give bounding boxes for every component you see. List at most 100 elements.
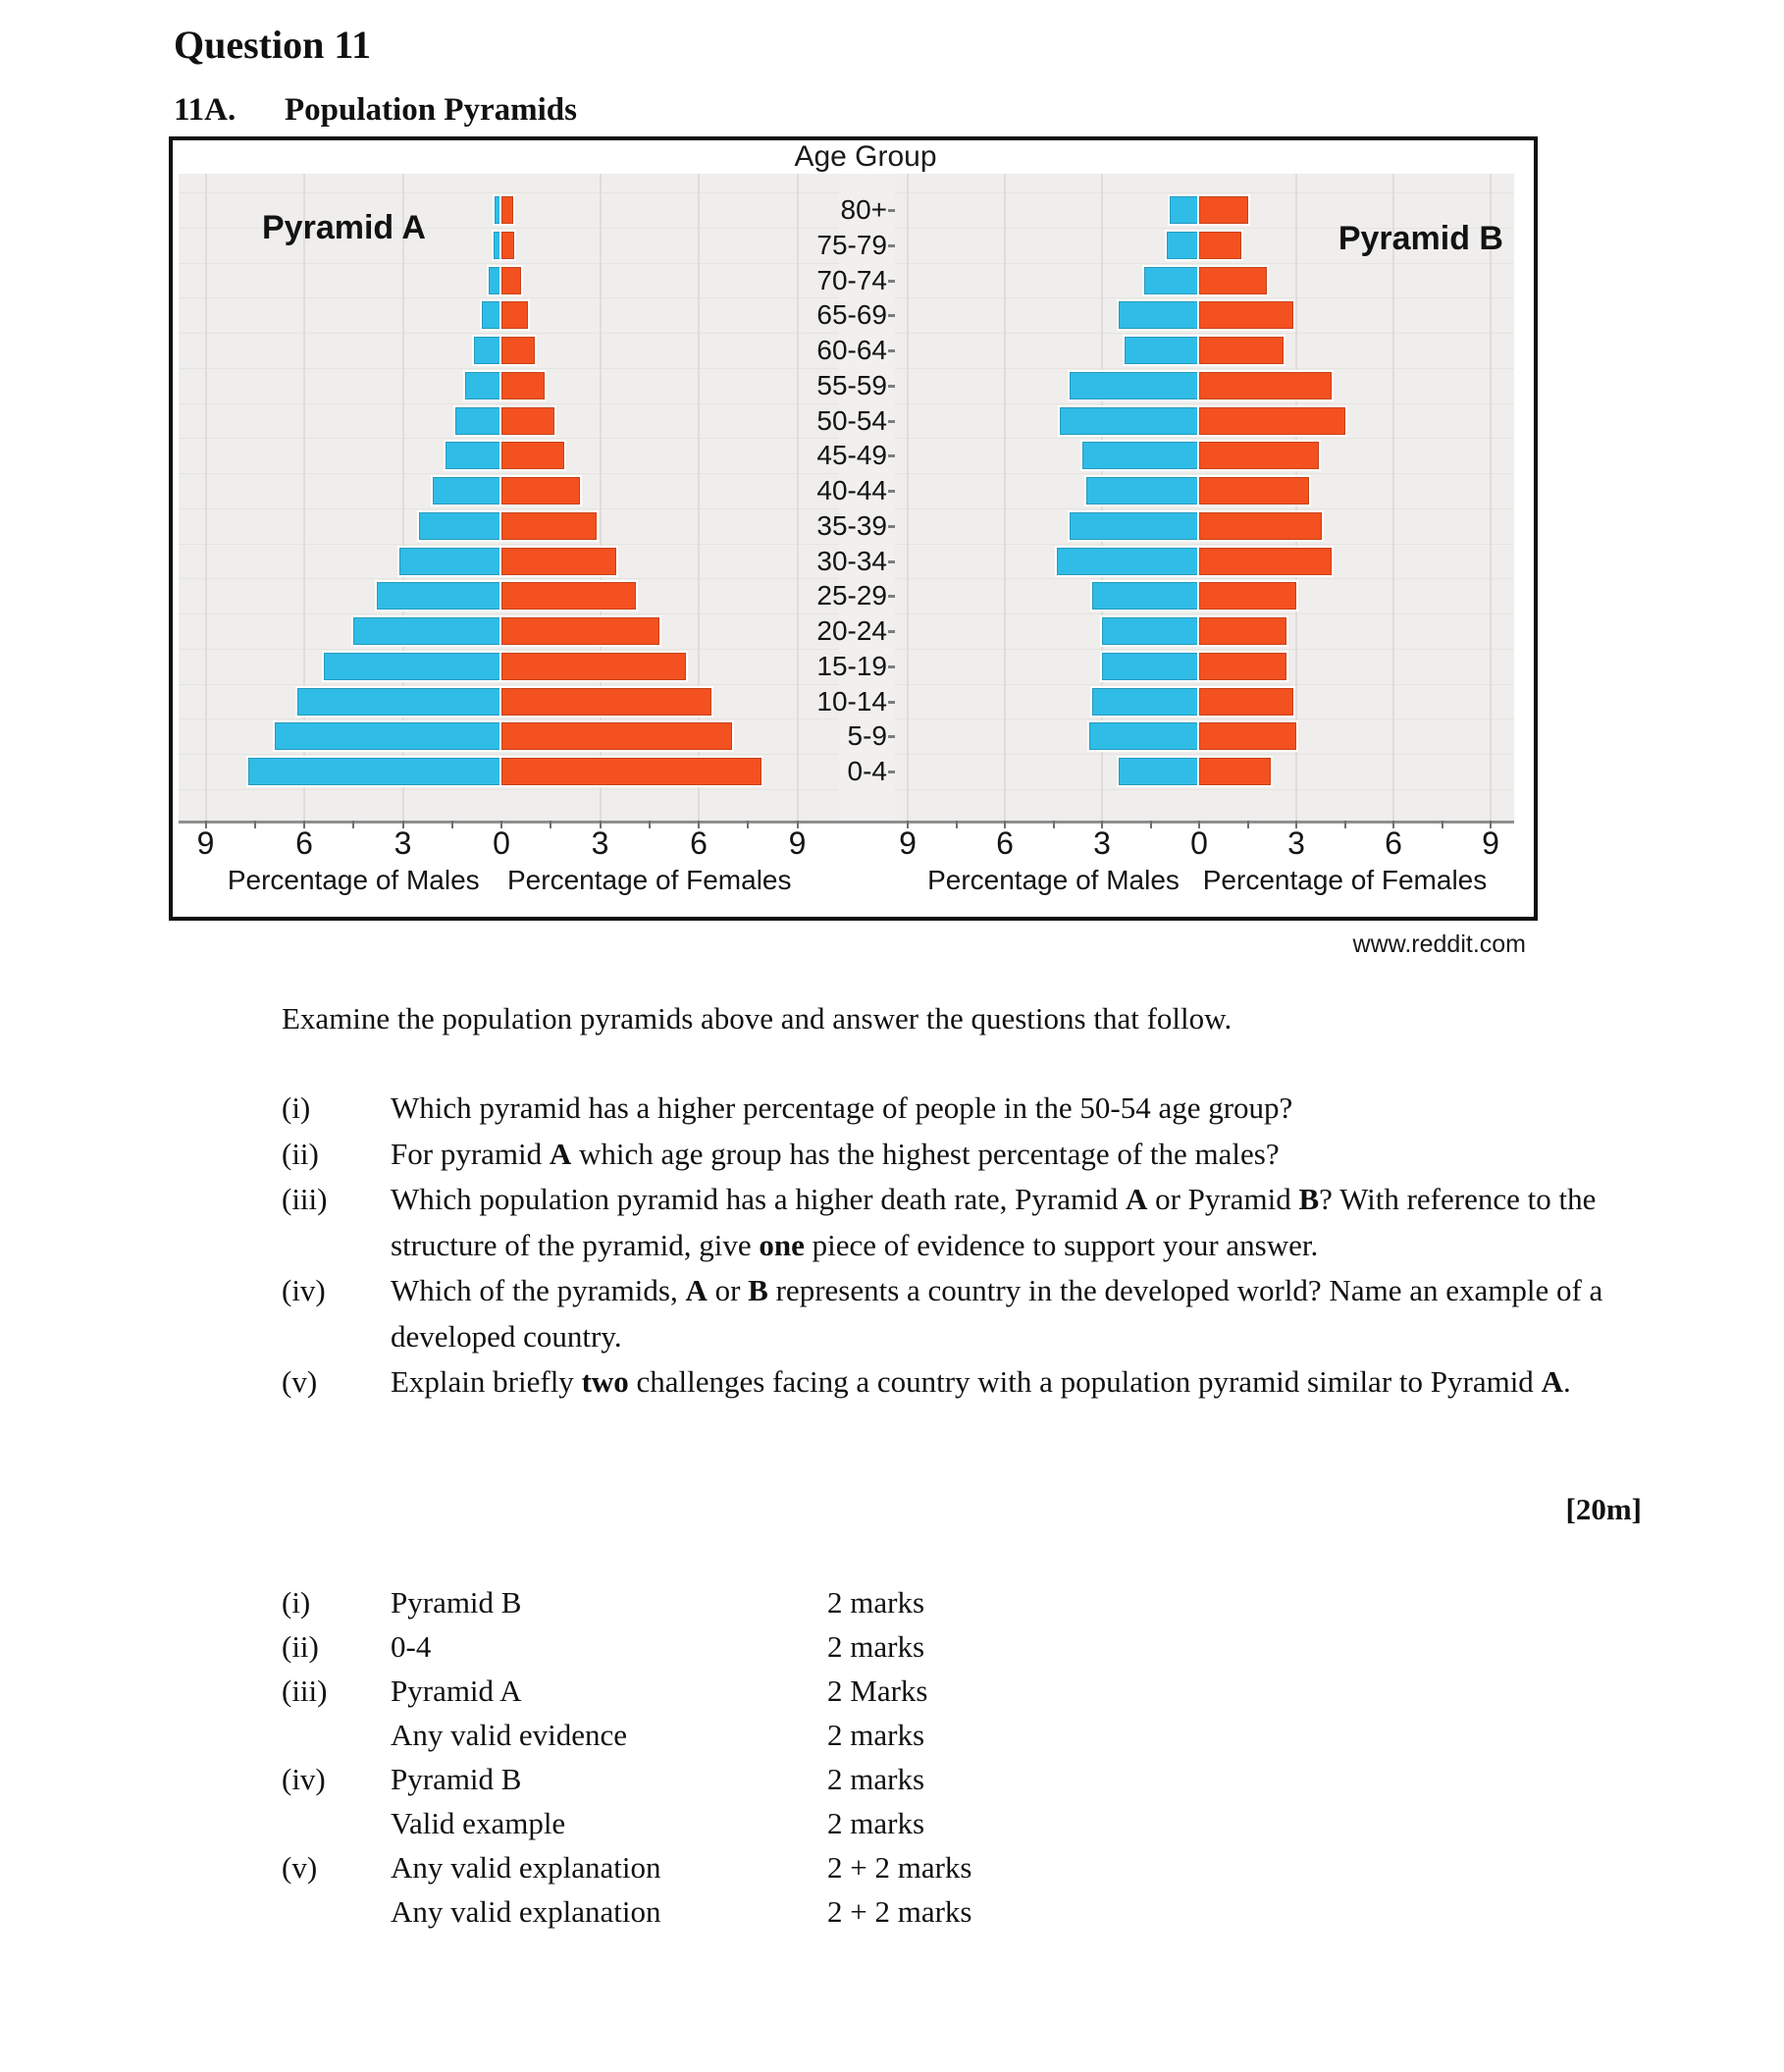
male-bar-40-44: [1085, 477, 1199, 505]
x-axis-tick: [204, 821, 207, 828]
horizontal-gridline: [179, 683, 839, 685]
age-group-label: 65-69: [816, 299, 887, 331]
pyramid-b-plot: 9 6 3 0 3 6 9 Percentage of Males Percentage of …: [895, 174, 1514, 895]
male-bar-5-9: [274, 722, 501, 751]
answer-text: Any valid explanation: [391, 1850, 661, 1885]
male-bar-0-4: [248, 758, 501, 785]
horizontal-gridline: [179, 473, 839, 475]
x-axis-tick-label: 3: [394, 825, 412, 861]
question-intro: Examine the population pyramids above an…: [282, 1001, 1233, 1036]
vertical-gridline: [1004, 174, 1006, 821]
male-bar-50-54: [1060, 406, 1199, 435]
x-axis-tick-label: 3: [1093, 825, 1111, 861]
x-axis-tick-label: 3: [1287, 825, 1305, 861]
horizontal-gridline: [895, 754, 1514, 756]
age-group-axis: 80+ 75-79 70-74 65-69 60-64 55-59 50-54 45-49 40…: [816, 174, 898, 823]
male-bar-35-39: [419, 511, 501, 540]
horizontal-gridline: [895, 297, 1514, 299]
females-axis-caption: Percentage of Females: [1202, 865, 1488, 895]
x-axis-tick: [1052, 821, 1055, 828]
female-bar-75-79: [501, 231, 515, 259]
x-axis-tick: [401, 821, 404, 828]
male-bar-20-24: [353, 617, 501, 645]
female-bar-20-24: [501, 617, 659, 645]
x-axis-tick: [907, 821, 909, 828]
answer-row: Any valid explanation 2 + 2 marks: [282, 1889, 1122, 1934]
question-item-text: Which population pyramid has a higher de…: [391, 1182, 1597, 1262]
age-group-label: 5-9: [847, 720, 887, 752]
male-bar-70-74: [488, 266, 501, 294]
age-axis-tick: [888, 664, 896, 668]
answer-label: (iv): [282, 1762, 326, 1796]
x-axis-tick-label: 6: [690, 825, 708, 861]
male-bar-80+: [1170, 196, 1199, 224]
x-axis-tick: [352, 821, 355, 828]
age-axis-tick: [888, 384, 896, 388]
female-bar-55-59: [1199, 371, 1333, 399]
answer-label: [282, 1889, 391, 1934]
x-axis-tick-label: 0: [1190, 825, 1208, 861]
female-bar-70-74: [1199, 266, 1268, 294]
horizontal-gridline: [179, 297, 839, 299]
answer-key-list: (i) Pyramid B 2 marks (ii) 0-4 2 marks (iii) Py…: [282, 1580, 1122, 1934]
horizontal-gridline: [179, 788, 839, 790]
female-bar-35-39: [1199, 511, 1323, 540]
female-bar-45-49: [1199, 442, 1320, 470]
question-item-text: Which of the pyramids, A or B represents…: [391, 1273, 1603, 1354]
x-axis-tick-label: 3: [591, 825, 609, 861]
answer-text: 0-4: [391, 1629, 432, 1664]
female-bar-40-44: [501, 477, 581, 505]
x-axis-tick-label: 9: [196, 825, 215, 861]
answer-row: (i) Pyramid B 2 marks: [282, 1580, 1122, 1624]
horizontal-gridline: [895, 683, 1514, 685]
males-axis-caption: Percentage of Males: [927, 865, 1180, 895]
horizontal-gridline: [179, 262, 839, 264]
male-bar-75-79: [1167, 231, 1199, 259]
female-bar-30-34: [1199, 547, 1333, 575]
horizontal-gridline: [895, 438, 1514, 440]
age-group-label: 80+: [840, 194, 888, 225]
x-axis-tick: [796, 821, 799, 828]
female-bar-80+: [501, 196, 513, 224]
x-axis-tick-label: 9: [1482, 825, 1499, 861]
question-item: (v) Explain briefly two challenges facing…: [282, 1359, 1636, 1406]
question-item-label: (i): [282, 1090, 311, 1125]
age-axis-tick: [888, 243, 896, 247]
figure-inner: Age Group 9 6 3 0 3 6 9 Percentage of Males Perc…: [173, 140, 1534, 917]
question-item: (ii) For pyramid A which age group has th…: [282, 1132, 1636, 1178]
horizontal-gridline: [895, 367, 1514, 369]
male-bar-25-29: [1092, 582, 1199, 611]
x-axis-tick-label: 6: [996, 825, 1014, 861]
horizontal-gridline: [179, 227, 839, 229]
males-axis-caption: Percentage of Males: [227, 865, 480, 895]
section-number: 11A.: [174, 92, 236, 128]
x-axis-tick: [303, 821, 305, 828]
pyramid-a-title: Pyramid A: [262, 209, 426, 246]
horizontal-gridline: [895, 788, 1514, 790]
horizontal-gridline: [179, 543, 839, 545]
vertical-gridline: [796, 174, 799, 821]
horizontal-gridline: [179, 613, 839, 615]
female-bar-45-49: [501, 442, 564, 470]
question-item-label: (iii): [282, 1182, 328, 1216]
male-bar-15-19: [1102, 652, 1199, 680]
male-bar-55-59: [1070, 371, 1199, 399]
age-group-label: 15-19: [816, 650, 887, 681]
age-axis-tick: [888, 279, 896, 283]
age-axis-tick: [888, 524, 896, 528]
female-bar-35-39: [501, 511, 598, 540]
age-group-label: 45-49: [816, 440, 887, 471]
age-group-label: 10-14: [816, 685, 887, 717]
age-group-label: 0-4: [847, 756, 887, 786]
question-item: (iii) Which population pyramid has a high…: [282, 1177, 1636, 1268]
female-bar-20-24: [1199, 617, 1287, 645]
horizontal-gridline: [179, 192, 839, 194]
female-bar-5-9: [1199, 722, 1296, 751]
horizontal-gridline: [179, 507, 839, 509]
age-group-label: 50-54: [816, 404, 887, 436]
age-axis-tick: [888, 630, 896, 633]
male-bar-60-64: [1125, 337, 1199, 364]
vertical-gridline: [303, 174, 305, 821]
x-axis-tick-label: 0: [493, 825, 510, 861]
